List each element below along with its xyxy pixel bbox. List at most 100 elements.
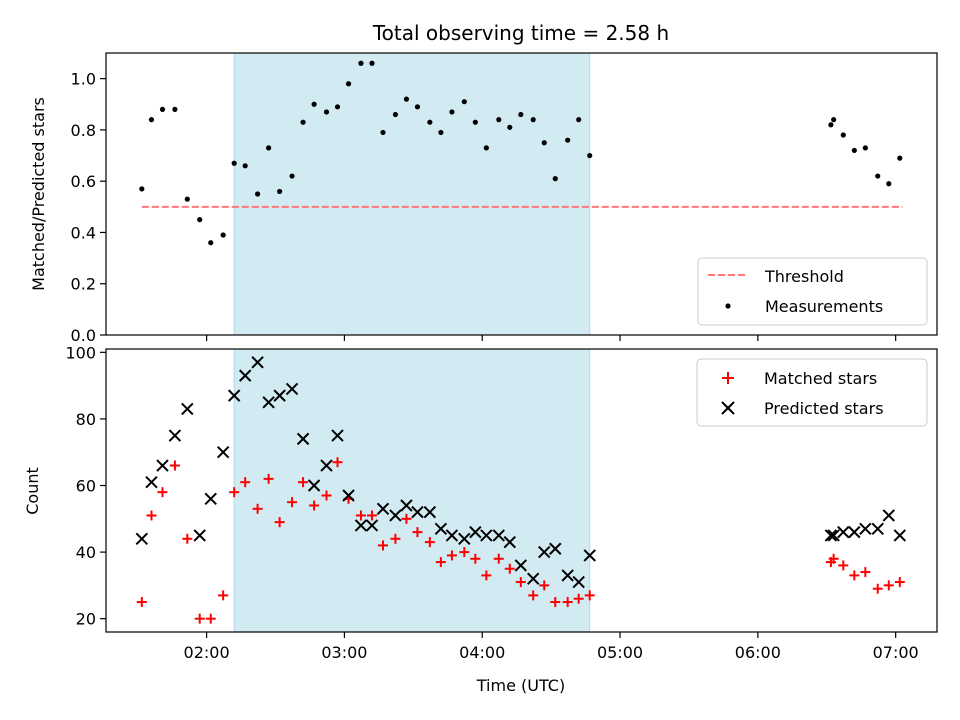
- matched-star-point: [849, 570, 860, 581]
- predicted-star-point: [168, 429, 182, 442]
- measurement-point: [483, 145, 489, 151]
- predicted-star-point: [193, 529, 206, 542]
- measurement-point: [197, 217, 203, 223]
- measurement-point: [358, 60, 364, 66]
- matched-star-point: [539, 580, 550, 591]
- matched-star-point: [459, 547, 470, 558]
- predicted-star-point: [827, 529, 840, 542]
- measurement-point: [414, 104, 421, 110]
- x-tick-label: 07:00: [873, 643, 919, 662]
- matched-star-point: [332, 457, 343, 468]
- measurement-point: [208, 240, 214, 246]
- measurement-point: [220, 232, 226, 238]
- predicted-star-point: [893, 529, 906, 542]
- x-stroke: [411, 505, 424, 519]
- x-stroke: [882, 509, 895, 522]
- y-tick-label: 0.4: [71, 223, 96, 242]
- y-tick-label: 0.8: [71, 121, 96, 140]
- x-stroke: [527, 572, 540, 585]
- measurement-point: [831, 117, 837, 123]
- matched-star-point: [309, 500, 320, 511]
- measurement-point: [840, 132, 846, 138]
- matched-star-point: [218, 590, 229, 601]
- predicted-star-point: [583, 549, 596, 562]
- x-stroke: [423, 505, 437, 519]
- x-stroke: [365, 519, 379, 532]
- bottom-y-axis-label: Count: [23, 467, 42, 515]
- matched-star-point: [355, 510, 366, 521]
- y-tick-label: 0.6: [71, 172, 96, 191]
- measurement-point: [875, 173, 881, 179]
- measurement-point: [139, 186, 145, 192]
- x-stroke: [871, 522, 884, 535]
- matched-star-point: [366, 510, 377, 521]
- predicted-star-point: [251, 356, 264, 369]
- x-stroke: [320, 459, 333, 472]
- measurement-point: [461, 99, 467, 105]
- bottom-legend-box: [696, 358, 928, 427]
- predicted-star-point: [882, 509, 895, 522]
- legend-threshold-label: Threshold: [764, 267, 844, 286]
- x-stroke: [837, 525, 850, 539]
- predicted-star-point: [389, 509, 402, 522]
- bottom-points-layer: [135, 356, 906, 624]
- measurement-point: [184, 196, 190, 202]
- measurement-point: [266, 145, 272, 151]
- measurement-point: [231, 160, 237, 166]
- x-stroke: [227, 389, 241, 402]
- x-stroke: [251, 356, 264, 369]
- predicted-star-point: [135, 532, 149, 545]
- matched-star-point: [894, 577, 905, 588]
- predicted-star-point: [365, 519, 379, 532]
- predicted-star-point: [837, 525, 850, 539]
- predicted-star-point: [871, 522, 884, 535]
- matched-star-point: [274, 517, 285, 528]
- matched-star-point: [390, 533, 401, 544]
- measurement-point: [148, 117, 155, 123]
- matched-star-point: [883, 580, 894, 591]
- measurement-point: [300, 119, 306, 125]
- measurement-point: [323, 109, 330, 115]
- matched-star-point: [194, 613, 205, 624]
- predicted-star-point: [156, 459, 169, 472]
- predicted-star-point: [445, 529, 459, 542]
- matched-star-point: [838, 560, 849, 571]
- y-tick-label: 1.0: [71, 70, 96, 89]
- matched-star-point: [424, 537, 435, 548]
- measurement-point: [242, 163, 248, 169]
- top-measurements-layer: [139, 60, 903, 246]
- measurement-point: [427, 119, 433, 125]
- x-stroke: [514, 559, 528, 572]
- measurement-point: [530, 117, 536, 123]
- matched-star-point: [321, 490, 332, 501]
- matched-star-point: [528, 590, 539, 601]
- y-tick-label: 60: [76, 477, 96, 496]
- measurement-point: [886, 181, 892, 187]
- x-stroke: [168, 429, 182, 442]
- matched-star-point: [584, 590, 595, 601]
- x-stroke: [561, 569, 574, 582]
- predicted-star-point: [296, 432, 310, 446]
- x-stroke: [193, 529, 206, 542]
- measurement-point: [289, 173, 295, 179]
- x-stroke: [273, 389, 286, 402]
- legend-predicted-label: Predicted stars: [764, 399, 884, 418]
- measurement-point: [828, 122, 834, 128]
- x-stroke: [469, 525, 482, 539]
- bot-observing-band: [234, 349, 590, 632]
- measurement-point: [254, 191, 261, 197]
- predicted-star-point: [400, 499, 413, 512]
- x-stroke: [538, 545, 551, 559]
- x-stroke: [445, 529, 459, 542]
- x-stroke: [721, 401, 735, 415]
- predicted-star-point: [561, 569, 574, 582]
- predicted-star-point: [538, 545, 551, 559]
- x-stroke: [434, 522, 448, 535]
- measurement-point: [345, 81, 352, 87]
- measurement-point: [496, 117, 502, 123]
- matched-star-point: [828, 553, 839, 564]
- legend-measurements-label: Measurements: [765, 297, 883, 316]
- matched-star-point: [435, 557, 446, 568]
- bottom-plot-frame: [105, 348, 938, 633]
- measurement-point: [449, 109, 455, 115]
